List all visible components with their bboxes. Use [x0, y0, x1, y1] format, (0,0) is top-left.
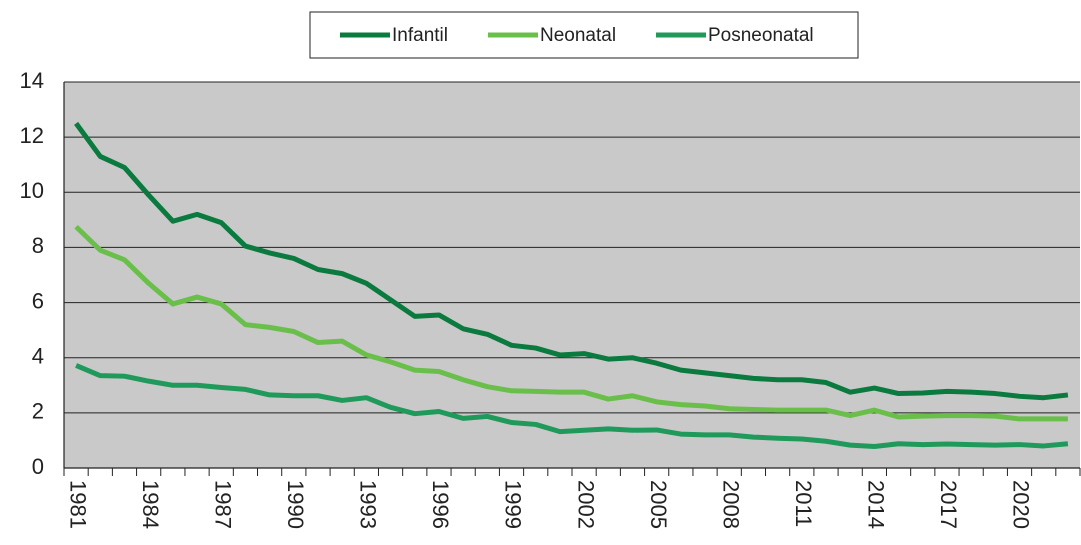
- legend: Infantil Neonatal Posneonatal: [309, 11, 859, 59]
- y-tick-label: 4: [32, 344, 44, 369]
- y-tick-label: 10: [20, 178, 44, 203]
- y-tick-label: 14: [20, 68, 44, 93]
- x-tick-label: 2017: [936, 480, 961, 529]
- y-tick-label: 2: [32, 399, 44, 424]
- legend-box: [309, 11, 859, 59]
- y-tick-label: 0: [32, 454, 44, 479]
- x-tick-label: 2011: [791, 480, 816, 527]
- x-tick-label: 2002: [573, 480, 598, 529]
- x-tick-label: 2008: [718, 480, 743, 529]
- series-line: [74, 121, 1069, 401]
- y-tick-label: 8: [32, 233, 44, 258]
- y-tick-label: 6: [32, 288, 44, 313]
- series-line: [74, 224, 1068, 422]
- y-tick-label: 12: [20, 123, 44, 148]
- x-tick-label: 1987: [210, 480, 235, 529]
- legend-label: Posneonatal: [708, 25, 814, 46]
- x-tick-label: 1993: [356, 480, 381, 529]
- x-tick-label: 2005: [646, 480, 671, 529]
- x-tick-label: 1984: [138, 480, 163, 529]
- x-tick-label: 1996: [428, 480, 453, 529]
- plot-area: [64, 82, 1080, 468]
- x-tick-label: 1981: [65, 480, 90, 529]
- x-tick-label: 1990: [283, 480, 308, 529]
- series-line: [75, 363, 1069, 449]
- x-tick-label: 2020: [1009, 480, 1034, 529]
- legend-label: Neonatal: [540, 25, 616, 46]
- legend-label: Infantil: [392, 25, 448, 46]
- x-tick-label: 1999: [501, 480, 526, 529]
- x-tick-label: 2014: [864, 480, 889, 529]
